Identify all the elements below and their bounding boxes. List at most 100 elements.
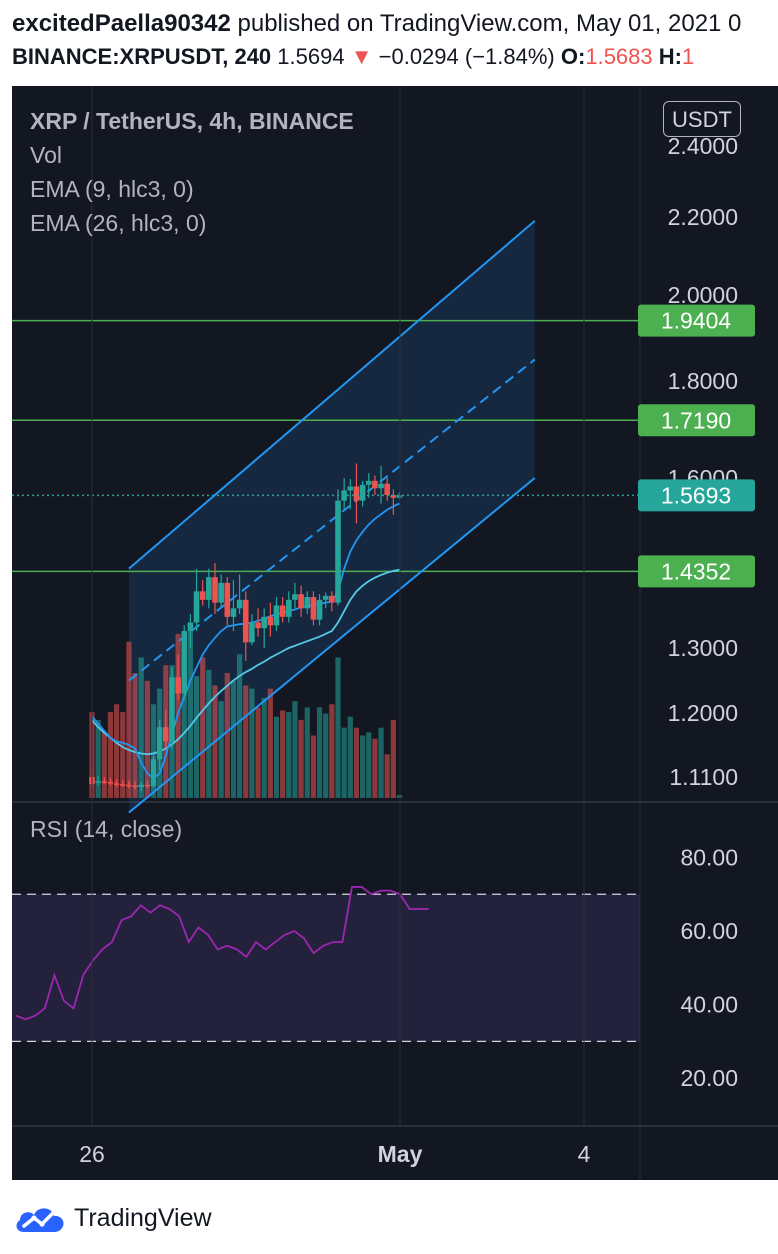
- volume-bar: [187, 623, 193, 798]
- candle-body: [132, 785, 138, 788]
- legend-volume[interactable]: Vol: [30, 142, 62, 168]
- channel-lower-line: [128, 477, 536, 814]
- candle-body: [236, 599, 243, 609]
- candle-body: [163, 727, 169, 742]
- volume-bar: [329, 704, 335, 798]
- rsi-axis-tick: 60.00: [680, 918, 738, 944]
- volume-bar: [298, 719, 304, 798]
- footer-brand[interactable]: TradingView: [74, 1203, 212, 1232]
- price-change-text: −0.0294 (−1.84%): [378, 44, 555, 69]
- legend-ema-9[interactable]: EMA (9, hlc3, 0): [30, 176, 194, 202]
- volume-bar: [292, 701, 298, 798]
- symbol-label: BINANCE:XRPUSDT, 240: [12, 44, 272, 69]
- last-price-label: 1.5693: [661, 482, 731, 508]
- author-name[interactable]: excitedPaella90342: [12, 10, 231, 37]
- price-level-label-box: [638, 304, 755, 337]
- price-level-label: 1.9404: [661, 308, 732, 334]
- legend-ema-26[interactable]: EMA (26, hlc3, 0): [30, 210, 207, 236]
- volume-bar: [181, 649, 187, 798]
- rsi-axis-tick: 80.00: [680, 844, 738, 870]
- last-price-text: 1.5694: [277, 44, 345, 69]
- header-line-publisher: excitedPaella90342 published on TradingV…: [12, 8, 778, 40]
- volume-bar: [206, 669, 212, 798]
- volume-bar: [378, 727, 384, 798]
- volume-bar: [249, 688, 255, 798]
- candle-body: [372, 480, 378, 489]
- rsi-axis-tick: 20.00: [680, 1065, 738, 1091]
- volume-bar: [101, 732, 107, 798]
- rsi-band-fill: [12, 894, 640, 1042]
- candle-body: [242, 599, 249, 643]
- candle-body: [126, 784, 132, 787]
- currency-unit-button[interactable]: USDT: [663, 101, 741, 137]
- candle-body: [365, 480, 372, 485]
- volume-bar: [107, 712, 114, 798]
- candle-body: [249, 622, 255, 643]
- regression-channel-fill: [128, 220, 535, 813]
- time-axis-tick: 4: [578, 1141, 591, 1167]
- candle-body: [144, 784, 151, 787]
- high-label: H:: [658, 44, 682, 69]
- chart-legend: XRP / TetherUS, 4h, BINANCE Vol EMA (9, …: [30, 104, 354, 240]
- volume-bar: [316, 707, 323, 798]
- candle-body: [359, 484, 366, 501]
- price-axis-tick: 1.8000: [668, 368, 738, 394]
- candle-body: [212, 577, 218, 603]
- candle-body: [138, 784, 144, 787]
- volume-bar: [230, 680, 237, 798]
- candle-body: [187, 622, 194, 631]
- volume-bar: [255, 707, 261, 798]
- high-value: 1: [681, 44, 695, 69]
- candle-body: [261, 616, 267, 629]
- candle-body: [169, 677, 175, 742]
- volume-bar: [347, 716, 353, 798]
- volume-bar: [341, 727, 347, 798]
- price-level-label: 1.4352: [661, 558, 731, 584]
- candle-body: [353, 486, 360, 501]
- legend-symbol-title[interactable]: XRP / TetherUS, 4h, BINANCE: [30, 108, 354, 134]
- candle-body: [255, 622, 261, 629]
- volume-bar: [237, 654, 243, 798]
- last-price-label-box: [638, 479, 755, 512]
- channel-upper-line: [128, 220, 536, 570]
- price-axis-tick: 1.3000: [668, 635, 738, 661]
- rsi-legend[interactable]: RSI (14, close): [30, 816, 183, 842]
- candle-body: [175, 677, 181, 694]
- time-axis-tick: 26: [79, 1141, 105, 1167]
- candle-body: [273, 605, 280, 626]
- volume-bar: [280, 710, 286, 798]
- candle-body: [316, 599, 323, 620]
- published-text: published on TradingView.com, May 01, 20…: [237, 10, 742, 37]
- candle-body: [101, 781, 108, 783]
- candle-body: [156, 727, 163, 760]
- candle-body: [224, 582, 231, 617]
- volume-bar: [126, 641, 132, 798]
- candle-body: [347, 486, 354, 491]
- candle-body: [181, 631, 188, 694]
- chart-panel[interactable]: 2.4000 2.2000 2.0000 1.8000 1.6000 1.3000 1.20…: [12, 86, 778, 1180]
- candle-body: [113, 783, 120, 785]
- volume-bar: [224, 673, 230, 798]
- volume-bar: [261, 698, 267, 798]
- candle-body: [230, 608, 237, 617]
- candle-body: [218, 582, 224, 603]
- candle-body: [199, 591, 206, 600]
- volume-bar: [267, 688, 273, 798]
- price-level-label: 1.7190: [661, 407, 731, 433]
- price-axis-tick: 1.2000: [668, 700, 738, 726]
- candle-body: [298, 594, 304, 609]
- chart-canvas[interactable]: 2.40002.20002.00001.80001.60001.30001.20…: [12, 86, 778, 1180]
- candle-body: [322, 595, 329, 600]
- volume-bar: [120, 712, 126, 798]
- volume-bar: [132, 673, 138, 798]
- price-level-label-box: [638, 404, 755, 437]
- candle-body: [119, 784, 126, 786]
- volume-bar: [390, 719, 396, 798]
- volume-bar: [150, 704, 157, 798]
- volume-bar: [384, 754, 390, 798]
- candle-body: [107, 781, 114, 784]
- volume-bar: [366, 732, 372, 798]
- candle-body: [193, 591, 200, 623]
- ema-26-line: [91, 568, 400, 756]
- volume-bar: [353, 727, 360, 798]
